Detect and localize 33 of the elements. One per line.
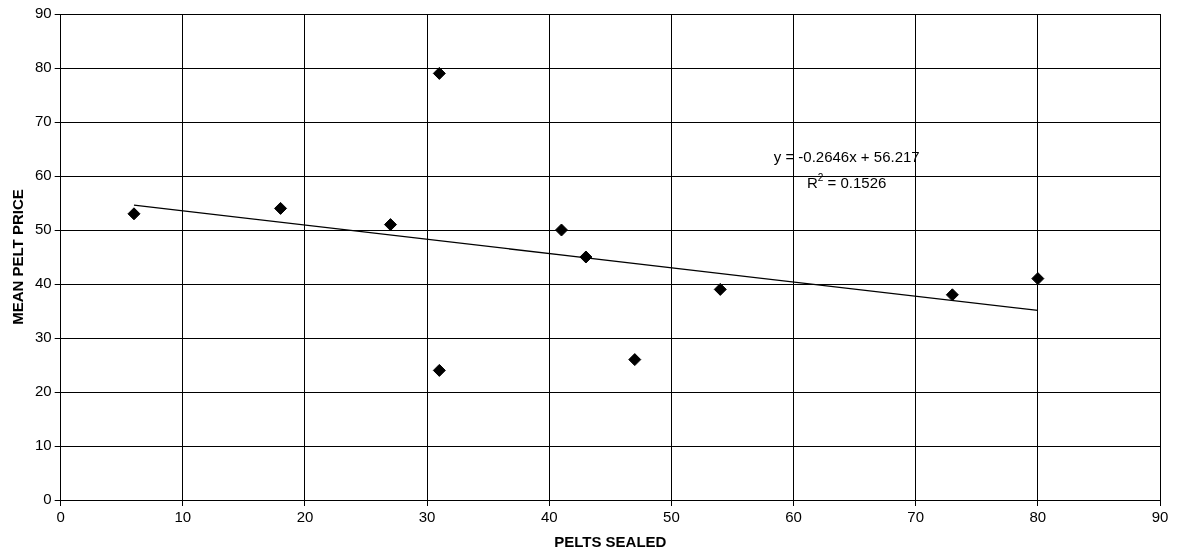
y-axis-title: MEAN PELT PRICE	[9, 189, 27, 325]
point	[579, 250, 593, 264]
y-tick-label: 10	[35, 436, 52, 454]
x-axis-title: PELTS SEALED	[554, 533, 667, 551]
point	[432, 363, 446, 377]
point	[432, 66, 446, 80]
x-tick-label: 10	[174, 508, 192, 526]
y-tick-label: 90	[35, 4, 52, 22]
y-tick-label: 50	[35, 220, 52, 238]
y-tick-label: 20	[35, 382, 52, 400]
point	[274, 201, 288, 215]
x-tick-label: 0	[56, 508, 65, 526]
x-tick-label: 90	[1151, 508, 1169, 526]
x-tick-label: 40	[540, 508, 558, 526]
point	[1031, 272, 1045, 286]
point	[945, 288, 959, 302]
y-tick-label: 70	[35, 112, 52, 130]
y-tick-label: 30	[35, 328, 52, 346]
x-tick-label: 70	[907, 508, 925, 526]
point	[713, 282, 727, 296]
x-tick-label: 80	[1029, 508, 1047, 526]
y-tick-label: 0	[43, 490, 52, 508]
y-tick-label: 40	[35, 274, 52, 292]
x-tick-label: 30	[418, 508, 436, 526]
y-tick-label: 80	[35, 58, 52, 76]
point	[554, 223, 568, 237]
x-tick-label: 60	[785, 508, 802, 526]
x-tick-label: 20	[296, 508, 314, 526]
y-tick-label: 60	[35, 166, 52, 184]
point	[383, 218, 397, 232]
point	[127, 207, 141, 221]
point	[628, 353, 642, 367]
x-tick-label: 50	[663, 508, 680, 526]
